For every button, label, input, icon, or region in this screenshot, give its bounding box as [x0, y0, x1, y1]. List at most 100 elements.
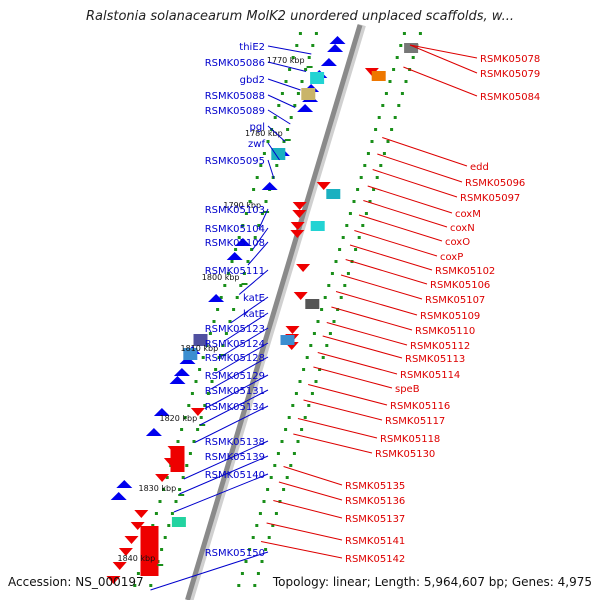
left-label-leader: [267, 61, 307, 72]
track-dot: [275, 164, 279, 167]
right-label-leader: [313, 366, 393, 389]
track-dot: [352, 200, 356, 203]
track-dot: [404, 80, 408, 83]
track-dot: [291, 404, 295, 407]
right-gene-label: RSMK05107: [425, 295, 485, 306]
right-gene-label: RSMK05078: [480, 54, 540, 65]
forward-gene-block: [193, 334, 208, 346]
reverse-gene: [190, 408, 205, 416]
track-dot: [379, 164, 383, 167]
left-gene-label: RSMK05088: [205, 91, 265, 102]
track-dot: [328, 332, 332, 335]
track-dot: [282, 488, 286, 491]
track-dot: [303, 416, 307, 419]
left-gene-label: RSMK05129: [205, 371, 265, 382]
right-label-leader: [317, 352, 398, 375]
scale-tick-label: 1800 kbp: [202, 273, 240, 282]
right-gene-labels: RSMK05078 RSMK05079 RSMK05084 edd RSMK05096 R…: [260, 44, 540, 565]
track-dot: [411, 56, 415, 59]
track-dot: [253, 584, 257, 587]
track-dot: [304, 68, 308, 71]
right-label-leader: [273, 500, 343, 519]
track-dot: [321, 356, 325, 359]
reverse-gene: [134, 510, 149, 518]
track-dot: [210, 380, 214, 383]
track-dot: [298, 32, 302, 35]
track-dot: [240, 572, 244, 575]
right-label-leader: [363, 200, 448, 228]
right-gene-label: RSMK05135: [345, 481, 405, 492]
forward-gene: [261, 182, 278, 190]
reverse-gene-block: [310, 221, 325, 231]
track-dot: [255, 524, 259, 527]
right-label-leader: [403, 66, 478, 97]
track-dot: [266, 140, 270, 143]
track-dot: [248, 200, 252, 203]
right-gene-label: RSMK05136: [345, 496, 405, 507]
track-dot: [262, 152, 266, 155]
track-dot: [278, 500, 282, 503]
right-label-leader: [303, 399, 383, 421]
track-dot: [253, 236, 257, 239]
scale-tick-label: 1820 kbp: [159, 414, 197, 423]
accession-text: Accession: NS_000197: [8, 575, 144, 589]
forward-gene: [320, 58, 337, 66]
track-dot: [334, 260, 338, 263]
track-dot: [345, 224, 349, 227]
track-dot: [418, 32, 422, 35]
right-label-leader: [260, 541, 343, 559]
track-dot: [366, 152, 370, 155]
reverse-gene-block: [326, 189, 341, 199]
left-label-leader: [247, 241, 269, 266]
scale-tick-label: 1830 kbp: [138, 484, 176, 493]
left-gene-label: RSMK05123: [205, 324, 265, 335]
track-dot: [395, 56, 399, 59]
track-dot: [248, 548, 252, 551]
track-dot: [181, 476, 185, 479]
track-dot: [259, 164, 263, 167]
track-dot: [294, 392, 298, 395]
right-label-leader: [322, 335, 403, 359]
track-dot: [194, 380, 198, 383]
right-gene-label: coxP: [440, 252, 463, 263]
track-dot: [361, 224, 365, 227]
track-dot: [214, 368, 218, 371]
track-dot: [234, 248, 238, 251]
track-dot: [382, 152, 386, 155]
track-dot: [192, 440, 196, 443]
track-dot: [167, 524, 171, 527]
left-label-leader: [267, 109, 291, 125]
scale-tick-label: 1780 kbp: [245, 129, 283, 138]
track-dot: [187, 404, 191, 407]
track-dot: [372, 188, 376, 191]
track-dot: [250, 248, 254, 251]
track-dot: [381, 104, 385, 107]
track-dot: [136, 572, 140, 575]
right-label-leader: [367, 185, 453, 214]
track-dot: [217, 356, 221, 359]
track-dot: [348, 212, 352, 215]
right-gene-label: RSMK05142: [345, 554, 405, 565]
track-dot: [310, 392, 314, 395]
forward-gene-block: [301, 88, 316, 100]
track-dot: [232, 308, 236, 311]
right-label-leader: [297, 418, 378, 439]
forward-gene: [297, 104, 314, 112]
track-dot: [271, 524, 275, 527]
reverse-gene: [296, 264, 311, 272]
track-dot: [280, 440, 284, 443]
track-dot: [307, 404, 311, 407]
track-dot: [375, 176, 379, 179]
scale-tick-label: 1770 kbp: [267, 56, 305, 65]
track-dot: [377, 116, 381, 119]
track-dot: [296, 440, 300, 443]
track-dot: [311, 44, 315, 47]
track-dot: [384, 92, 388, 95]
track-dot: [208, 332, 212, 335]
track-dot: [359, 176, 363, 179]
right-gene-label: RSMK05141: [345, 536, 405, 547]
left-label-leader: [267, 159, 275, 179]
track-dot: [346, 272, 350, 275]
left-gene-label: RSMK05104: [205, 224, 265, 235]
